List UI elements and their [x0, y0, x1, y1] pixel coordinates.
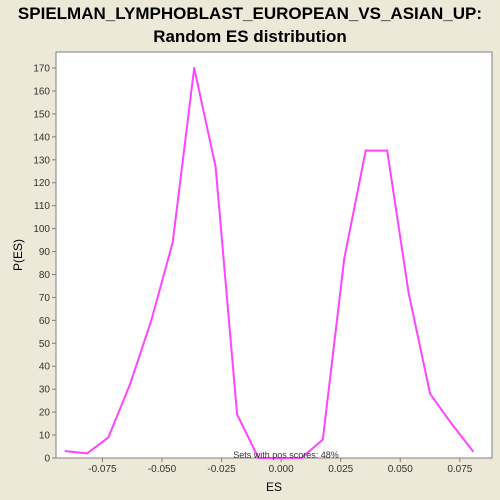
y-tick-label: 140: [33, 132, 50, 143]
data-point: [450, 422, 453, 425]
y-tick-label: 110: [34, 201, 50, 212]
x-tick-label: 0.075: [447, 464, 472, 475]
y-tick-label: 100: [33, 224, 50, 235]
data-point: [278, 457, 281, 459]
data-point: [64, 450, 67, 453]
series-line: [65, 67, 474, 459]
data-point: [407, 291, 410, 294]
data-point: [236, 413, 239, 416]
y-tick-label: 0: [44, 454, 50, 465]
y-tick-label: 120: [33, 178, 50, 189]
chart-title-line2: Random ES distribution: [153, 27, 347, 46]
x-tick-label: -0.050: [148, 464, 177, 475]
y-tick-label: 80: [39, 270, 51, 281]
x-axis: -0.075 -0.050 -0.025 0.000 0.025 0.050 0.075: [88, 458, 473, 475]
y-axis-label: P(ES): [11, 239, 25, 271]
annotation-text: Sets with pos scores: 48%: [233, 450, 339, 460]
data-point: [429, 392, 432, 395]
x-tick-label: 0.050: [388, 464, 413, 475]
x-tick-label: -0.025: [207, 464, 236, 475]
data-point: [150, 319, 153, 322]
y-tick-label: 40: [39, 362, 51, 373]
x-tick-label: 0.025: [328, 464, 353, 475]
y-tick-label: 20: [39, 408, 51, 419]
data-point: [471, 450, 474, 453]
y-tick-label: 10: [39, 431, 51, 442]
data-point: [193, 67, 196, 70]
data-point: [128, 383, 131, 386]
y-tick-label: 170: [33, 64, 50, 75]
data-point: [257, 457, 260, 459]
y-tick-label: 130: [33, 155, 50, 166]
data-point: [107, 436, 110, 439]
data-point: [171, 241, 174, 244]
x-axis-label: ES: [266, 480, 282, 494]
chart-title-line1: SPIELMAN_LYMPHOBLAST_EUROPEAN_VS_ASIAN_U…: [17, 4, 483, 23]
y-tick-label: 30: [39, 385, 51, 396]
data-point: [300, 457, 303, 459]
y-tick-label: 60: [39, 316, 51, 327]
y-tick-label: 90: [39, 247, 51, 258]
y-axis: 0 10 20 30 40 50 60 70 80 90 100 110 120 130 140 150 160…: [33, 64, 56, 465]
x-tick-label: -0.075: [88, 464, 117, 475]
chart-title: SPIELMAN_LYMPHOBLAST_EUROPEAN_VS_ASIAN_U…: [0, 2, 500, 48]
data-point: [386, 149, 389, 152]
data-point: [321, 438, 324, 441]
y-tick-label: 50: [39, 339, 51, 350]
plot-area: [55, 51, 493, 459]
data-point: [364, 149, 367, 152]
y-tick-label: 160: [33, 86, 50, 97]
x-tick-label: 0.000: [269, 464, 294, 475]
data-points: [64, 67, 474, 459]
data-point: [343, 257, 346, 260]
data-point: [214, 165, 217, 168]
data-point: [85, 452, 88, 455]
y-tick-label: 70: [39, 293, 51, 304]
y-tick-label: 150: [33, 109, 50, 120]
